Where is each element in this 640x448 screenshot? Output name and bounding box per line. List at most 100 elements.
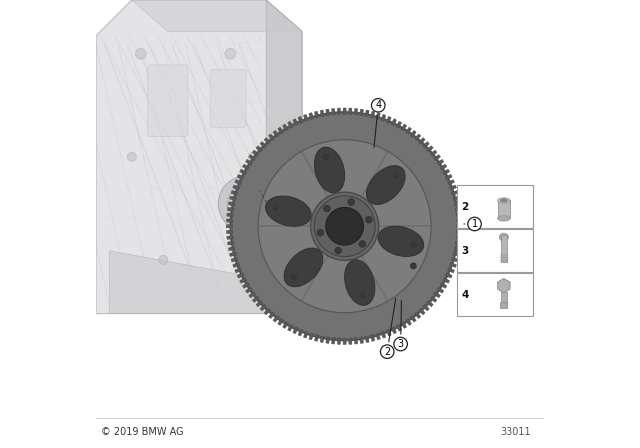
Polygon shape <box>231 190 238 195</box>
Polygon shape <box>430 296 437 302</box>
Polygon shape <box>237 174 244 180</box>
Circle shape <box>326 207 364 245</box>
Polygon shape <box>309 333 314 340</box>
Polygon shape <box>455 241 462 245</box>
Circle shape <box>359 241 365 247</box>
Polygon shape <box>440 164 447 170</box>
FancyBboxPatch shape <box>147 65 188 137</box>
Polygon shape <box>348 108 352 114</box>
Text: 1: 1 <box>464 219 477 229</box>
Polygon shape <box>370 335 375 341</box>
Polygon shape <box>456 213 463 217</box>
Ellipse shape <box>497 216 510 221</box>
Ellipse shape <box>314 147 345 193</box>
Polygon shape <box>231 257 238 262</box>
Polygon shape <box>370 111 375 118</box>
Circle shape <box>348 198 355 205</box>
Circle shape <box>248 152 257 161</box>
Polygon shape <box>332 337 335 344</box>
Polygon shape <box>256 146 263 152</box>
Polygon shape <box>264 138 271 144</box>
Polygon shape <box>269 134 275 141</box>
Polygon shape <box>365 336 369 343</box>
Text: 33011: 33011 <box>500 427 531 437</box>
Polygon shape <box>337 108 341 114</box>
Circle shape <box>324 205 330 212</box>
Circle shape <box>314 196 375 257</box>
Polygon shape <box>252 150 259 156</box>
Polygon shape <box>227 224 232 228</box>
Polygon shape <box>269 312 275 319</box>
Polygon shape <box>320 110 324 117</box>
Polygon shape <box>249 155 256 161</box>
Polygon shape <box>246 287 253 293</box>
Polygon shape <box>343 108 346 114</box>
Polygon shape <box>401 321 406 328</box>
Circle shape <box>393 173 398 178</box>
Circle shape <box>310 192 379 260</box>
Polygon shape <box>227 207 234 211</box>
Circle shape <box>317 229 324 236</box>
Polygon shape <box>440 282 447 288</box>
Polygon shape <box>303 331 308 338</box>
Polygon shape <box>455 207 462 211</box>
FancyBboxPatch shape <box>210 69 246 128</box>
Polygon shape <box>337 338 341 345</box>
Polygon shape <box>453 196 460 201</box>
Polygon shape <box>451 257 458 262</box>
Polygon shape <box>405 127 412 134</box>
Polygon shape <box>391 327 397 334</box>
Polygon shape <box>436 159 444 165</box>
Polygon shape <box>278 127 284 134</box>
Polygon shape <box>230 252 236 256</box>
Circle shape <box>236 194 256 214</box>
Polygon shape <box>405 319 412 325</box>
Polygon shape <box>320 336 324 343</box>
Polygon shape <box>260 142 267 148</box>
Polygon shape <box>449 185 456 190</box>
FancyBboxPatch shape <box>457 273 533 316</box>
Polygon shape <box>447 180 454 185</box>
Polygon shape <box>454 202 461 206</box>
Polygon shape <box>457 224 463 228</box>
Polygon shape <box>283 321 289 328</box>
Polygon shape <box>426 146 433 152</box>
Polygon shape <box>376 333 380 340</box>
Polygon shape <box>256 300 263 307</box>
Circle shape <box>159 255 168 264</box>
Circle shape <box>365 216 372 223</box>
Polygon shape <box>243 164 250 170</box>
Circle shape <box>136 48 146 59</box>
Polygon shape <box>386 116 391 123</box>
Polygon shape <box>249 292 256 298</box>
Polygon shape <box>396 121 402 128</box>
Text: 4: 4 <box>461 289 468 300</box>
FancyBboxPatch shape <box>497 200 510 218</box>
Polygon shape <box>314 111 319 118</box>
Polygon shape <box>430 150 437 156</box>
Polygon shape <box>456 219 463 223</box>
Polygon shape <box>298 329 303 336</box>
Ellipse shape <box>500 199 508 202</box>
Polygon shape <box>230 196 236 201</box>
Polygon shape <box>228 246 235 251</box>
Polygon shape <box>451 190 458 195</box>
Polygon shape <box>239 169 246 175</box>
Polygon shape <box>445 272 452 278</box>
Polygon shape <box>376 112 380 120</box>
Text: 2: 2 <box>384 298 396 357</box>
Circle shape <box>335 247 342 254</box>
Circle shape <box>273 205 278 210</box>
Circle shape <box>225 48 236 59</box>
Polygon shape <box>449 262 456 267</box>
FancyBboxPatch shape <box>500 302 508 308</box>
Polygon shape <box>292 327 298 334</box>
Polygon shape <box>227 236 234 239</box>
Polygon shape <box>391 119 397 126</box>
Polygon shape <box>309 112 314 120</box>
Polygon shape <box>443 277 450 283</box>
Polygon shape <box>348 338 352 345</box>
Circle shape <box>218 176 274 232</box>
Ellipse shape <box>497 198 510 203</box>
Polygon shape <box>332 108 335 115</box>
